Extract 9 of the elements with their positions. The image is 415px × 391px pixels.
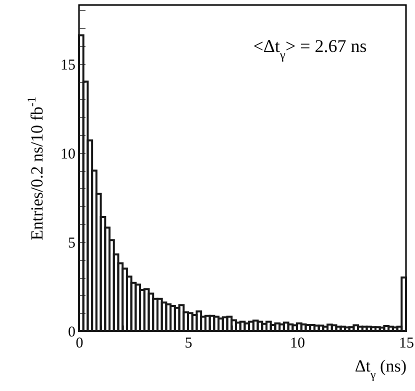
annotation: <Δt$_{γ}$> = 2.67 ns: [253, 36, 367, 62]
x-tick-label: 15: [399, 336, 414, 352]
x-axis-title: Δt$_{γ}$ (ns): [354, 356, 406, 382]
x-tick-label: 5: [184, 336, 192, 352]
y-tick-label: 10: [60, 146, 76, 162]
y-tick-label: 5: [68, 235, 76, 252]
y-tick-label: 0: [68, 324, 76, 340]
y-tick-label: 15: [60, 57, 76, 74]
x-tick-label: 10: [290, 336, 305, 352]
